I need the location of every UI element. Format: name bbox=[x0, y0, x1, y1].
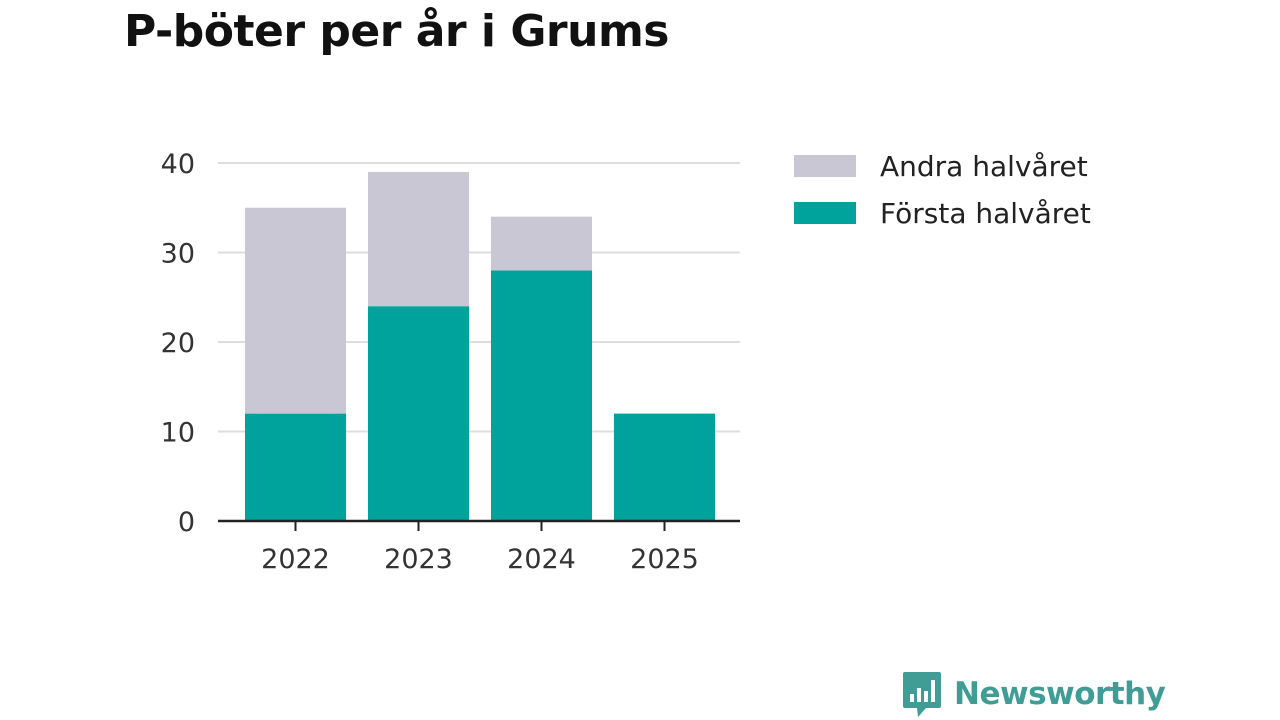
x-tick-label: 2023 bbox=[384, 544, 453, 575]
y-tick-label: 20 bbox=[161, 328, 195, 359]
legend: Andra halvåret Första halvåret bbox=[794, 150, 1091, 230]
bar-2024-forsta bbox=[491, 270, 592, 521]
x-axis-tick-labels: 2022 2023 2024 2025 bbox=[261, 544, 699, 575]
y-tick-label: 0 bbox=[178, 507, 195, 538]
y-tick-label: 40 bbox=[161, 149, 195, 180]
y-tick-label: 10 bbox=[161, 418, 195, 449]
y-axis-tick-labels: 0 10 20 30 40 bbox=[161, 149, 195, 538]
x-axis bbox=[218, 519, 740, 531]
brand-name: Newsworthy bbox=[954, 676, 1166, 712]
x-tick-label: 2025 bbox=[630, 544, 699, 575]
bars bbox=[245, 171, 715, 521]
bar-2022-forsta bbox=[245, 413, 346, 521]
bar-2023-andra bbox=[368, 171, 469, 307]
legend-label: Första halvåret bbox=[880, 197, 1091, 230]
bar-2025-forsta bbox=[614, 413, 715, 521]
bar-2023-forsta bbox=[368, 306, 469, 521]
bar-2024-andra bbox=[491, 216, 592, 271]
bar-2022-andra bbox=[245, 207, 346, 414]
chart-title: P-böter per år i Grums bbox=[124, 6, 670, 57]
y-tick-label: 30 bbox=[161, 239, 195, 270]
brand-logo: Newsworthy bbox=[902, 668, 1166, 720]
legend-swatch bbox=[794, 202, 856, 224]
x-tick-label: 2024 bbox=[507, 544, 576, 575]
legend-swatch bbox=[794, 155, 856, 177]
newsworthy-logo-icon bbox=[903, 672, 941, 717]
legend-label: Andra halvåret bbox=[880, 150, 1088, 183]
x-tick-label: 2022 bbox=[261, 544, 330, 575]
